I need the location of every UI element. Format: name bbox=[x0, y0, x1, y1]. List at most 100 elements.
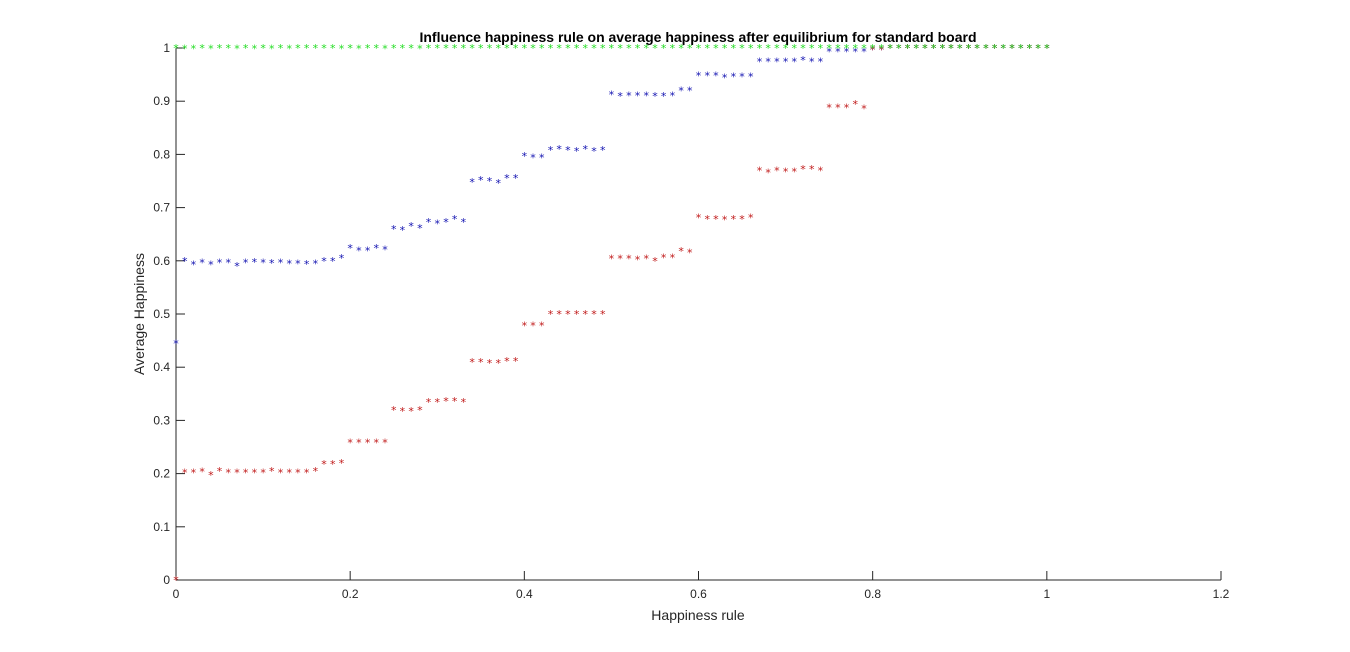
data-point: * bbox=[896, 42, 902, 55]
data-point: * bbox=[304, 258, 310, 271]
data-point: * bbox=[347, 437, 353, 450]
data-point: * bbox=[530, 320, 536, 333]
data-point: * bbox=[356, 437, 362, 450]
data-point: * bbox=[217, 42, 223, 55]
data-point: * bbox=[495, 42, 501, 55]
data-point: * bbox=[435, 218, 441, 231]
data-point: * bbox=[574, 42, 580, 55]
data-point: * bbox=[940, 42, 946, 55]
data-point: * bbox=[983, 42, 989, 55]
data-point: * bbox=[1044, 42, 1050, 55]
data-point: * bbox=[391, 404, 397, 417]
data-point: * bbox=[966, 42, 972, 55]
data-point: * bbox=[635, 42, 641, 55]
data-point: * bbox=[539, 320, 545, 333]
data-point: * bbox=[765, 166, 771, 179]
data-point: * bbox=[365, 245, 371, 258]
data-point: * bbox=[748, 212, 754, 225]
data-point: * bbox=[670, 89, 676, 102]
data-point: * bbox=[417, 222, 423, 235]
data-point: * bbox=[783, 42, 789, 55]
data-point: * bbox=[252, 467, 258, 480]
data-point: * bbox=[704, 42, 710, 55]
data-point: * bbox=[966, 42, 972, 55]
data-point: * bbox=[887, 42, 893, 55]
data-point: * bbox=[382, 437, 388, 450]
data-point: * bbox=[992, 42, 998, 55]
data-point: * bbox=[295, 42, 301, 55]
data-point: * bbox=[487, 357, 493, 370]
data-point: * bbox=[879, 44, 885, 57]
data-point: * bbox=[556, 42, 562, 55]
data-point: * bbox=[818, 164, 824, 177]
data-point: * bbox=[356, 245, 362, 258]
data-point: * bbox=[704, 70, 710, 83]
data-point: * bbox=[626, 253, 632, 266]
data-point: * bbox=[757, 164, 763, 177]
data-point: * bbox=[452, 395, 458, 408]
data-point: * bbox=[870, 44, 876, 57]
x-axis-label: Happiness rule bbox=[651, 607, 745, 623]
data-point: * bbox=[818, 55, 824, 68]
data-point: * bbox=[887, 42, 893, 55]
data-point: * bbox=[922, 42, 928, 55]
data-point: * bbox=[609, 88, 615, 101]
data-point: * bbox=[678, 245, 684, 258]
x-tick-label: 1.2 bbox=[1213, 587, 1230, 601]
data-point: * bbox=[435, 396, 441, 409]
data-point: * bbox=[774, 42, 780, 55]
data-point: * bbox=[260, 467, 266, 480]
data-point: * bbox=[173, 574, 179, 587]
data-point: * bbox=[600, 42, 606, 55]
data-point: * bbox=[713, 42, 719, 55]
data-point: * bbox=[1027, 42, 1033, 55]
data-point: * bbox=[226, 467, 232, 480]
data-point: * bbox=[774, 164, 780, 177]
data-point: * bbox=[905, 42, 911, 55]
data-point: * bbox=[539, 42, 545, 55]
data-point: * bbox=[905, 42, 911, 55]
data-point: * bbox=[826, 102, 832, 115]
data-point: * bbox=[861, 42, 867, 55]
data-point: * bbox=[739, 42, 745, 55]
data-point: * bbox=[565, 42, 571, 55]
data-point: * bbox=[574, 145, 580, 158]
data-point: * bbox=[330, 255, 336, 268]
data-point: * bbox=[644, 42, 650, 55]
data-point: * bbox=[504, 172, 510, 185]
data-point: * bbox=[696, 70, 702, 83]
data-point: * bbox=[487, 42, 493, 55]
data-point: * bbox=[591, 145, 597, 158]
x-tick-label: 0.2 bbox=[342, 587, 359, 601]
data-point: * bbox=[792, 165, 798, 178]
data-point: * bbox=[513, 172, 519, 185]
data-point: * bbox=[226, 256, 232, 269]
data-point: * bbox=[792, 42, 798, 55]
data-point: * bbox=[905, 42, 911, 55]
x-ticks: 0 0.2 0.4 0.6 0.8 1 1.2 bbox=[173, 571, 1230, 601]
data-markers: ** * * * * * * * * * * * * * * * * * ** * * * ** * * * * * * * ** * * * * *… bbox=[173, 42, 1050, 587]
data-point: * bbox=[661, 42, 667, 55]
data-point: * bbox=[522, 320, 528, 333]
data-point: * bbox=[182, 467, 188, 480]
data-point: * bbox=[704, 213, 710, 226]
data-point: * bbox=[957, 42, 963, 55]
data-point: * bbox=[974, 42, 980, 55]
data-point: * bbox=[461, 42, 467, 55]
data-point: * bbox=[339, 457, 345, 470]
data-point: * bbox=[757, 42, 763, 55]
data-point: * bbox=[199, 42, 205, 55]
series-2: ** * * * * * * * * * * * * * * ** * ** * * * ** * * ** * * * ** * * * * *… bbox=[173, 42, 1050, 587]
data-point: * bbox=[565, 308, 571, 321]
data-point: * bbox=[295, 257, 301, 270]
data-point: * bbox=[713, 213, 719, 226]
y-ticks: 0 0.1 0.2 0.3 0.4 0.5 0.6 0.7 0.8 0.9 1 bbox=[153, 41, 185, 587]
data-point: * bbox=[269, 465, 275, 478]
data-point: * bbox=[234, 260, 240, 273]
data-point: * bbox=[757, 55, 763, 68]
data-point: * bbox=[478, 356, 484, 369]
data-point: * bbox=[199, 256, 205, 269]
data-point: * bbox=[313, 257, 319, 270]
data-point: * bbox=[226, 42, 232, 55]
data-point: * bbox=[452, 213, 458, 226]
